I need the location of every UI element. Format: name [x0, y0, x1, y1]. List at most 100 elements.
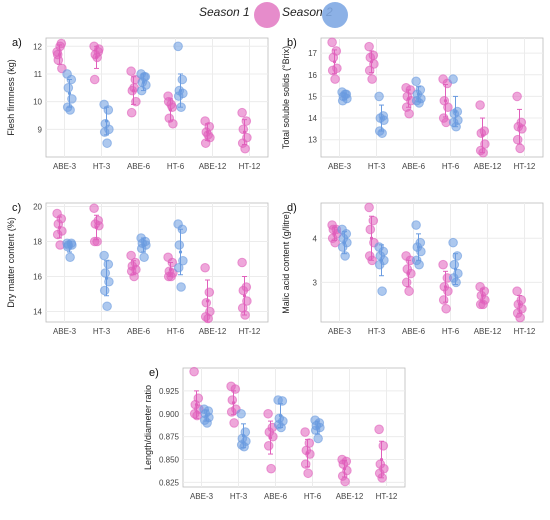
data-point: [404, 108, 414, 119]
mean-marker: [332, 60, 337, 64]
data-point: [237, 257, 247, 268]
data-point: [414, 98, 424, 108]
x-tick-label: HT-3: [93, 162, 111, 171]
plot-area: [45, 202, 269, 323]
data-point: [239, 441, 249, 452]
mean-marker: [205, 130, 210, 134]
mean-marker: [369, 60, 374, 64]
data-point: [330, 74, 340, 84]
data-point: [377, 286, 387, 296]
data-point: [449, 259, 460, 270]
data-point: [374, 91, 384, 102]
y-axis-label: Dry matter content (%): [6, 217, 16, 308]
x-tick-label: ABE-12: [474, 327, 502, 336]
data-point: [102, 138, 112, 148]
data-point: [126, 250, 136, 261]
plot-area: [182, 367, 406, 488]
y-tick-label: 4: [313, 234, 318, 243]
legend-swatch-season-2: [322, 2, 348, 28]
mean-marker: [443, 285, 448, 289]
y-axis-label: Flesh firmness (kg): [6, 59, 16, 136]
data-point: [401, 277, 412, 288]
mean-marker: [369, 236, 374, 240]
data-point: [478, 299, 488, 310]
data-point: [63, 83, 74, 93]
y-axis-label: Length/diameter ratio: [143, 385, 153, 470]
data-point: [328, 52, 339, 63]
data-point: [99, 285, 110, 296]
data-point: [173, 91, 184, 101]
chart-svg: 9 10 11 12 ABE-3 HT-3 ABE-6 HT-6 ABE-12 HT-12 Fles…: [6, 37, 269, 171]
y-tick-label: 3: [313, 278, 318, 287]
y-tick-label: 0.825: [159, 478, 180, 487]
mean-marker: [305, 451, 310, 455]
mean-marker: [480, 293, 485, 298]
data-point: [300, 427, 310, 437]
mean-marker: [453, 109, 458, 114]
mean-marker: [141, 80, 146, 84]
data-point: [100, 268, 111, 278]
data-point: [200, 262, 210, 273]
data-point: [237, 107, 247, 118]
mean-marker: [141, 243, 146, 247]
chart-panel-b: 13 14 15 16 17 ABE-3 HT-3 ABE-6 HT-6 ABE-12 HT-12 T…: [275, 30, 550, 185]
y-tick-label: 11: [34, 70, 43, 79]
data-point: [236, 408, 246, 419]
mean-marker: [379, 258, 384, 262]
data-point: [89, 74, 100, 85]
mean-marker: [242, 294, 247, 298]
y-tick-label: 14: [33, 308, 42, 317]
panel-label: e): [149, 367, 159, 379]
data-point: [129, 271, 139, 282]
data-point: [202, 418, 212, 428]
mean-marker: [342, 94, 347, 99]
data-point: [365, 224, 376, 235]
data-point: [238, 285, 249, 296]
data-point: [378, 441, 389, 451]
data-point: [177, 74, 188, 85]
data-point: [438, 295, 449, 305]
x-tick-label: ABE-3: [53, 327, 77, 336]
data-point: [313, 433, 323, 444]
data-point: [99, 250, 109, 261]
x-tick-label: ABE-12: [474, 162, 502, 171]
mean-marker: [416, 92, 421, 96]
data-point: [89, 203, 99, 214]
y-tick-label: 0.900: [159, 410, 180, 419]
mean-marker: [131, 88, 136, 93]
y-tick-label: 12: [33, 42, 42, 51]
mean-marker: [480, 133, 485, 137]
mean-marker: [268, 435, 273, 440]
data-point: [367, 74, 377, 84]
data-point: [368, 215, 379, 226]
chart-panel-c: 14 16 18 20 ABE-3 HT-3 ABE-6 HT-6 ABE-12 HT-12 Dry…: [0, 195, 275, 350]
data-point: [67, 94, 77, 104]
mean-marker: [416, 245, 421, 249]
mean-marker: [278, 414, 283, 418]
mean-marker: [443, 99, 448, 103]
data-point: [173, 262, 184, 273]
mean-marker: [168, 267, 173, 272]
data-point: [337, 242, 348, 252]
data-point: [166, 99, 176, 110]
data-point: [126, 66, 136, 77]
data-point: [512, 286, 522, 296]
mean-marker: [205, 299, 210, 303]
legend: Season 1 Season 2: [0, 0, 550, 30]
mean-marker: [178, 250, 183, 254]
mean-marker: [517, 125, 522, 129]
data-point: [374, 259, 385, 270]
x-tick-label: HT-12: [376, 492, 398, 501]
y-tick-label: 9: [38, 125, 43, 134]
x-tick-label: ABE-6: [402, 162, 426, 171]
chart-panel-e: 0.825 0.850 0.875 0.900 0.925 ABE-3 HT-3 ABE-6 H…: [137, 360, 412, 515]
data-point: [303, 468, 313, 479]
data-point: [263, 441, 274, 451]
x-tick-label: ABE-6: [402, 327, 426, 336]
x-tick-label: HT-3: [368, 327, 386, 336]
legend-label-season-1: Season 1: [199, 5, 250, 19]
data-point: [515, 312, 525, 323]
y-tick-label: 15: [308, 92, 317, 101]
data-point: [65, 252, 75, 263]
mean-marker: [57, 53, 62, 57]
